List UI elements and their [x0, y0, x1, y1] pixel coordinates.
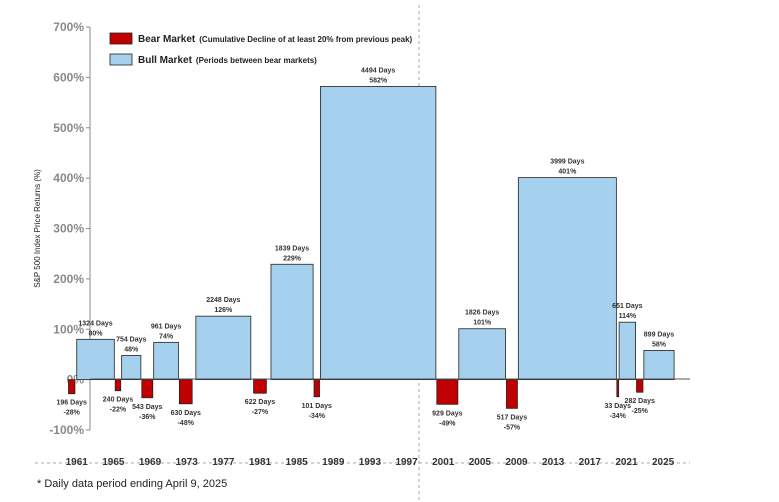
x-tick-label: 1985: [286, 457, 309, 468]
bull-market-bar: [618, 321, 637, 381]
bear-return-label: -36%: [139, 414, 156, 421]
bear-days-label: 630 Days: [171, 410, 201, 417]
bear-market-bar: [313, 379, 320, 398]
bull-days-label: 2248 Days: [206, 297, 240, 304]
bear-days-label: 101 Days: [302, 403, 332, 410]
bear-days-label: 622 Days: [245, 399, 275, 406]
bull-market-bar: [270, 263, 314, 381]
bars: [68, 86, 690, 409]
bull-return-label: 80%: [89, 330, 104, 337]
bull-market-bar: [320, 86, 437, 381]
bear-return-label: -34%: [610, 413, 627, 420]
bull-return-label: 401%: [558, 169, 577, 176]
bear-market-bar: [114, 379, 122, 392]
bear-market-bar: [506, 379, 518, 409]
y-tick-label: 400%: [53, 171, 84, 185]
bear-return-label: -49%: [439, 420, 456, 427]
bear-market-bar: [636, 379, 644, 393]
bear-market-bar: [178, 379, 193, 405]
bear-days-label: 543 Days: [132, 404, 162, 411]
bull-days-label: 961 Days: [151, 323, 181, 330]
bear-return-label: -22%: [110, 407, 127, 414]
bear-days-label: 33 Days: [605, 403, 632, 410]
bull-days-label: 3999 Days: [550, 159, 584, 166]
y-tick-label: 100%: [53, 322, 84, 336]
bull-days-label: 899 Days: [644, 331, 674, 338]
bull-market-bar: [76, 338, 115, 381]
footnote: * Daily data period ending April 9, 2025: [37, 478, 228, 490]
bear-return-label: -28%: [64, 410, 81, 417]
x-tick-label: 1969: [139, 457, 162, 468]
bear-return-label: -57%: [504, 424, 521, 431]
legend-bear-label: Bear Market (Cumulative Decline of at lea…: [138, 34, 413, 45]
bull-return-label: 114%: [619, 313, 637, 320]
legend-bear-swatch: [109, 32, 133, 45]
bull-market-bar: [458, 328, 506, 381]
bear-market-bar: [616, 379, 620, 398]
bear-market-bar: [141, 379, 154, 399]
bull-return-label: 582%: [369, 77, 388, 84]
y-tick-label: 700%: [53, 20, 84, 34]
bear-days-label: 240 Days: [103, 397, 133, 404]
x-tick-label: 1981: [249, 457, 272, 468]
bear-return-label: -25%: [632, 408, 649, 415]
y-tick-label: 500%: [53, 121, 84, 135]
bull-days-label: 1324 Days: [78, 320, 112, 327]
y-axis-title: S&P 500 Index Price Returns (%): [33, 169, 42, 288]
bull-days-label: 1826 Days: [465, 310, 499, 317]
legend-bear-note: (Cumulative Decline of at least 20% from…: [199, 35, 412, 44]
x-tick-label: 1989: [322, 457, 345, 468]
bear-return-label: -27%: [252, 409, 269, 416]
bull-return-label: 48%: [124, 346, 139, 353]
bull-days-label: 651 Days: [612, 303, 642, 310]
x-tick-label: 2017: [579, 457, 602, 468]
bear-days-label: 282 Days: [625, 398, 655, 405]
bull-return-label: 126%: [214, 307, 233, 314]
x-tick-label: 1965: [102, 457, 125, 468]
bull-market-bar: [153, 341, 179, 381]
x-tick-label: 1977: [212, 457, 235, 468]
y-tick-label: 300%: [53, 222, 84, 236]
bull-return-label: 229%: [283, 255, 302, 262]
data-labels: 1324 Days 80% 754 Days 48% 961 Days 74% 2248 D…: [57, 67, 675, 431]
bull-return-label: 58%: [652, 341, 667, 348]
y-tick-label: 600%: [53, 70, 84, 84]
bull-days-label: 4494 Days: [361, 67, 395, 74]
bear-return-label: -48%: [178, 420, 195, 427]
x-tick-label: 1997: [395, 457, 418, 468]
bull-return-label: 74%: [159, 333, 174, 340]
bull-days-label: 1839 Days: [275, 245, 309, 252]
x-tick-label: 2001: [432, 457, 455, 468]
bear-days-label: 196 Days: [57, 400, 87, 407]
bear-return-label: -34%: [309, 413, 326, 420]
x-tick-label: 2013: [542, 457, 565, 468]
x-tick-label: 2025: [652, 457, 675, 468]
x-tick-label: 2021: [615, 457, 638, 468]
bear-market-bar: [436, 379, 459, 405]
x-tick-label: 1993: [359, 457, 382, 468]
x-tick-label: 2009: [505, 457, 528, 468]
bear-days-label: 517 Days: [497, 414, 527, 421]
legend-bull-label: Bull Market (Periods between bear markets…: [138, 55, 317, 66]
x-tick-label: 1973: [176, 457, 199, 468]
bull-market-bar: [121, 355, 142, 381]
bull-market-bar: [517, 177, 617, 381]
legend-bull-swatch: [109, 53, 133, 66]
legend: Bear Market (Cumulative Decline of at lea…: [109, 32, 413, 66]
bear-market-bar: [253, 379, 267, 394]
y-tick-label: 200%: [53, 272, 84, 286]
axes: 700%600%500%400%300%200%100%0%-100%S&P 5…: [33, 5, 690, 500]
x-tick-label: 2005: [469, 457, 492, 468]
x-tick-label: 1961: [66, 457, 89, 468]
bear-days-label: 929 Days: [432, 410, 462, 417]
bull-days-label: 754 Days: [116, 336, 146, 343]
bull-market-bar: [195, 315, 252, 381]
bear-market-bar: [68, 379, 76, 395]
bull-market-bar: [643, 350, 675, 381]
bull-return-label: 101%: [473, 320, 492, 327]
legend-bull-note: (Periods between bear markets): [196, 56, 317, 65]
y-tick-label: -100%: [49, 423, 84, 437]
